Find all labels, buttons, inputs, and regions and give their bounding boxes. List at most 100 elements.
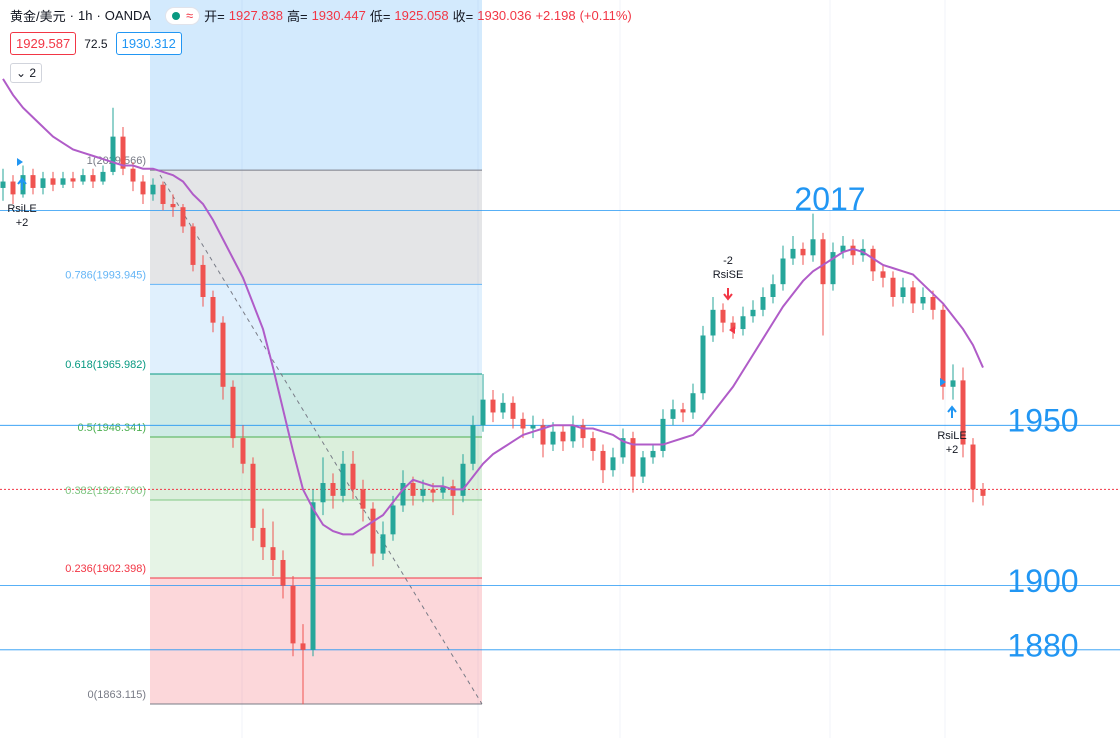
sell-button[interactable]: 1929.587 (10, 32, 77, 55)
candle-body (450, 486, 456, 496)
signal-marker (940, 378, 946, 386)
candle-body (10, 181, 16, 195)
signals: RsiLE +2 -2 RsiSE RsiLE +2 (7, 158, 967, 456)
candle-body (760, 296, 766, 310)
candle-body (770, 284, 776, 297)
candle-body (820, 239, 826, 285)
candle-body (750, 309, 756, 317)
candle-body (230, 386, 236, 439)
candle-body (30, 175, 36, 188)
interval[interactable]: 1h (77, 8, 93, 23)
arrow-down (723, 288, 733, 301)
candle-body (650, 450, 656, 458)
candle-body (120, 136, 126, 169)
status-pill[interactable]: ≈ (165, 6, 201, 25)
indicator-toggle[interactable]: ⌄ 2 (10, 63, 43, 83)
buy-button[interactable]: 1930.312 (115, 32, 182, 55)
ma-line (2, 78, 984, 536)
ohlc-label: 低= (369, 9, 391, 24)
candle-body (510, 402, 516, 419)
candle-body (420, 489, 426, 496)
candle-body (250, 463, 256, 528)
candle-body (550, 431, 556, 445)
ohlc-label: 开= (204, 9, 225, 24)
candle-body (50, 178, 56, 185)
candle-body (570, 425, 576, 442)
candle-body (400, 483, 406, 506)
arrow-up (17, 177, 27, 190)
order-panel: 1929.587 72.5 1930.312 (10, 32, 182, 55)
candle-body (320, 483, 326, 503)
candle-body (380, 534, 386, 554)
signal-qty: -2 (723, 255, 733, 267)
candle-body (950, 380, 956, 387)
candle-body (700, 335, 706, 394)
candle-body (970, 444, 976, 490)
candle-body (740, 316, 746, 330)
candle-body (670, 409, 676, 419)
fib-label: 0.618(1965.982) (65, 359, 146, 371)
candle-body (260, 527, 266, 548)
h-line-label: 2017 (794, 181, 865, 217)
candle-body (560, 431, 566, 442)
candle-body (240, 438, 246, 464)
candle-body (640, 457, 646, 477)
candle-body (350, 463, 356, 490)
candle-body (960, 380, 966, 445)
h-line-label: 1880 (1007, 627, 1078, 663)
candle-body (70, 178, 76, 182)
ohlc-label: 收= (452, 9, 474, 24)
ohlc-value: 1925.058 (394, 8, 449, 23)
fib-zone (150, 577, 482, 704)
candle-body (160, 184, 166, 204)
candle-body (180, 207, 186, 227)
candle-body (520, 418, 526, 429)
signal-marker (729, 326, 735, 334)
candle-body (790, 248, 796, 259)
candle-body (720, 309, 726, 323)
candle-body (310, 502, 316, 650)
candle-body (290, 585, 296, 644)
fib-label: 0.5(1946.341) (78, 422, 147, 434)
fib-label: 0.236(1902.398) (65, 563, 146, 575)
candle-body (170, 203, 176, 208)
fib-label: 0.786(1993.945) (65, 269, 146, 281)
candle-body (470, 425, 476, 464)
fib-zone (150, 284, 482, 375)
candle-body (360, 489, 366, 509)
candle-body (490, 399, 496, 413)
position-zone (150, 0, 482, 171)
candle-body (780, 258, 786, 285)
candle-body (600, 450, 606, 471)
candle-body (830, 252, 836, 285)
signal-name: RsiLE (937, 430, 966, 442)
candle-body (580, 425, 586, 439)
candle-body (460, 463, 466, 496)
candle-body (900, 287, 906, 297)
candle-body (850, 245, 856, 256)
candle-body (880, 271, 886, 278)
symbol[interactable]: 黄金/美元 (10, 9, 66, 24)
candle-body (210, 296, 216, 323)
candle-body (980, 489, 986, 496)
spread: 72.5 (84, 36, 108, 51)
source: OANDA (104, 8, 152, 23)
candle-body (620, 438, 626, 458)
candle-body (870, 248, 876, 272)
h-line-label: 1900 (1007, 563, 1078, 599)
fib-zone (150, 374, 482, 438)
candle-body (440, 486, 446, 493)
candle-body (840, 245, 846, 253)
arrow-up (947, 405, 957, 418)
toolbar: 黄金/美元 · 1h · OANDA ≈ 开= 1927.838 高= 1930.447… (10, 6, 632, 25)
candle-body (660, 418, 666, 451)
candle-body (590, 438, 596, 451)
candle-body (930, 296, 936, 310)
signal-qty: +2 (16, 217, 29, 229)
candle-body (530, 425, 536, 429)
candle-body (340, 463, 346, 496)
candle-body (330, 483, 336, 496)
fib-label: 0(1863.115) (87, 689, 146, 701)
signal-name: RsiLE (7, 203, 36, 215)
